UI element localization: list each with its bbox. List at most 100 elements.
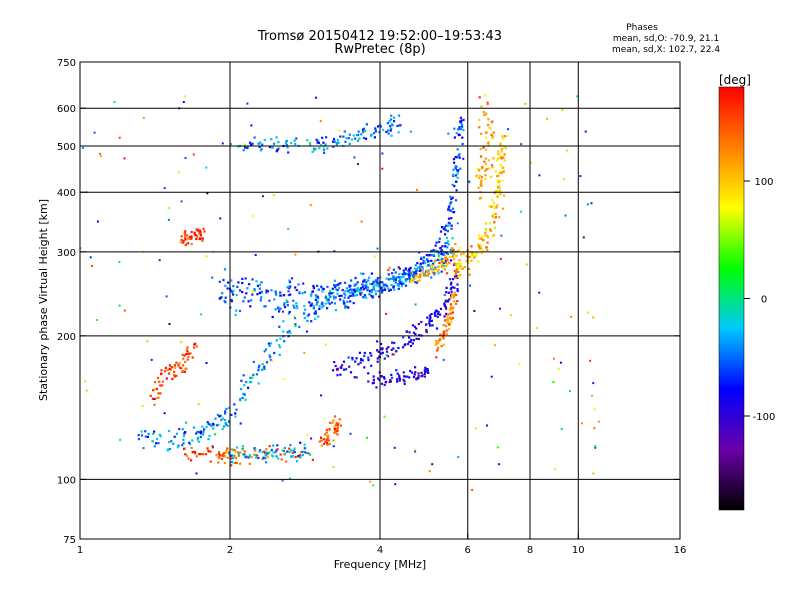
data-point	[497, 190, 500, 193]
data-point	[449, 307, 452, 310]
data-point	[444, 256, 447, 259]
data-point	[412, 339, 415, 342]
data-point	[373, 255, 376, 258]
data-point	[423, 372, 426, 375]
data-point	[357, 130, 360, 133]
data-point	[367, 279, 370, 282]
chart-title: Tromsø 20150412 19:52:00–19:53:43	[257, 29, 502, 44]
data-point	[295, 305, 298, 308]
data-point	[237, 454, 240, 457]
data-point	[226, 456, 229, 459]
data-point	[245, 146, 248, 150]
data-point	[501, 137, 504, 140]
data-point	[451, 183, 454, 186]
data-point	[492, 202, 495, 205]
data-point	[320, 444, 323, 447]
data-point	[243, 393, 246, 396]
data-point	[346, 290, 349, 293]
data-point	[436, 258, 439, 261]
data-point	[205, 255, 208, 258]
data-point	[277, 141, 280, 144]
data-point	[326, 436, 329, 439]
data-point	[487, 118, 490, 121]
data-point	[486, 236, 490, 239]
data-point	[450, 224, 453, 227]
data-point	[451, 311, 455, 314]
data-point	[435, 310, 438, 313]
data-point	[507, 128, 510, 131]
data-point	[241, 445, 244, 448]
data-point	[286, 304, 289, 307]
data-point	[222, 453, 225, 456]
data-point	[409, 280, 412, 283]
data-point	[234, 415, 237, 418]
data-point	[304, 308, 307, 311]
data-point	[318, 147, 321, 150]
data-point	[354, 360, 357, 363]
data-point	[349, 294, 352, 298]
data-point	[230, 457, 233, 460]
data-point	[327, 298, 330, 301]
data-point	[218, 280, 221, 283]
data-point	[202, 430, 205, 433]
data-point	[385, 284, 388, 287]
data-point	[255, 456, 258, 459]
data-point	[206, 192, 209, 195]
data-point	[390, 373, 393, 376]
data-point	[191, 356, 194, 359]
data-point	[370, 364, 373, 367]
data-point	[453, 269, 456, 273]
data-point	[416, 262, 419, 265]
data-point	[260, 291, 264, 294]
data-point	[351, 356, 354, 359]
data-point	[370, 289, 373, 292]
data-point	[285, 460, 288, 463]
data-point	[261, 458, 264, 461]
data-point	[227, 425, 229, 427]
data-point	[459, 167, 462, 170]
data-point	[367, 356, 370, 359]
data-point	[449, 251, 452, 255]
data-point	[294, 143, 297, 146]
data-point	[477, 251, 480, 254]
data-point	[381, 289, 384, 292]
data-point	[445, 224, 448, 227]
data-point	[206, 447, 209, 450]
data-point	[450, 311, 453, 314]
data-point	[435, 241, 438, 244]
data-point	[264, 461, 268, 464]
data-point	[383, 287, 387, 290]
data-point	[202, 227, 205, 230]
data-point	[499, 193, 502, 196]
data-point	[457, 270, 460, 273]
data-point	[168, 323, 171, 325]
data-point	[458, 133, 461, 137]
data-point	[452, 317, 455, 320]
data-point	[390, 348, 393, 351]
data-point	[155, 388, 158, 391]
data-point	[322, 442, 326, 446]
data-point	[303, 316, 306, 320]
data-point	[369, 352, 372, 355]
data-point	[140, 434, 144, 437]
data-point	[278, 308, 281, 311]
data-point	[263, 138, 266, 142]
data-point	[365, 137, 368, 140]
data-point	[325, 442, 328, 445]
data-point	[336, 367, 339, 370]
data-point	[285, 140, 288, 143]
data-point	[211, 444, 214, 448]
data-point	[426, 369, 430, 372]
data-point	[198, 232, 201, 235]
data-point	[415, 337, 418, 340]
data-point	[182, 101, 185, 103]
data-point	[178, 362, 181, 365]
data-point	[499, 257, 502, 260]
data-point	[325, 428, 328, 431]
data-point	[335, 428, 338, 431]
data-point	[403, 272, 406, 275]
data-point	[413, 271, 416, 274]
data-point	[419, 272, 422, 276]
data-point	[421, 374, 424, 377]
data-point	[420, 256, 423, 259]
